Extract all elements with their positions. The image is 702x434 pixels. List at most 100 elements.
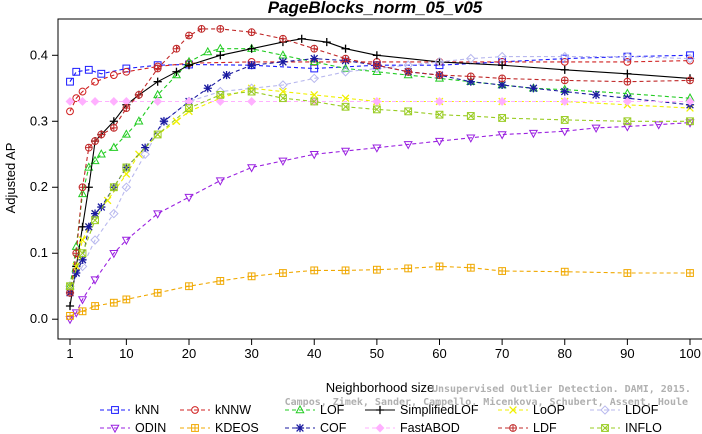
data-point [109,71,118,79]
series-line [69,28,691,293]
data-point [279,94,287,103]
x-tick-label: 30 [244,346,258,361]
data-point [372,265,381,274]
legend-label: FastABOD [400,421,460,434]
data-point [90,155,100,165]
series-line [69,38,691,307]
data-point [65,301,75,311]
data-point [134,116,144,125]
data-point [310,266,319,275]
legend-marker [509,424,517,432]
data-point [215,97,225,106]
data-point [90,97,100,106]
legend-label: COF [320,421,347,434]
data-point [279,34,287,43]
y-tick-label: 0.4 [30,47,48,62]
data-point [341,102,350,111]
data-point [66,312,74,320]
data-point [434,137,445,147]
data-point [560,87,569,96]
legend-label: KDEOS [215,421,259,434]
data-point [247,97,257,106]
data-point [84,143,93,152]
series-line [69,56,691,287]
data-point [404,264,413,273]
series-ldof [65,51,695,292]
series-line [69,60,691,112]
data-point [466,77,475,86]
data-point [372,61,381,70]
data-point [622,97,632,106]
data-point [84,65,93,74]
data-point [109,142,119,151]
x-tick-label: 90 [620,346,634,361]
legend-marker [295,423,305,433]
data-point [109,208,119,219]
series-loop [66,84,694,291]
legend-marker [509,406,517,414]
data-point [623,77,632,86]
data-point [72,67,81,76]
data-point [434,57,445,67]
data-point [172,44,181,53]
data-point [153,97,163,106]
data-point [185,31,193,40]
data-point [341,54,350,63]
data-point [216,90,225,99]
legend-label: LOF [320,403,345,417]
data-point [90,235,100,245]
data-point [78,249,87,258]
data-point [78,97,87,106]
data-point [109,123,118,132]
data-point [497,51,507,62]
data-point [122,104,131,112]
data-point [623,69,632,78]
data-point [78,87,87,96]
data-point [96,149,106,158]
data-point [529,84,538,93]
data-point [153,64,162,73]
series-line [69,54,691,82]
data-point [215,177,225,186]
data-point [497,131,507,140]
plot-area [57,18,702,340]
data-point [153,130,162,139]
data-point [297,34,306,43]
legend-label: kNNW [215,403,251,417]
data-point [140,149,150,160]
data-point [466,72,475,81]
x-tick-label: 1 [66,346,73,361]
series-fastabod [65,97,695,106]
credit-line-2: Campos, Zimek, Sander, Campello, Micenko… [285,396,688,408]
legend: kNN kNNW LOF SimplifiedLOF LoOP LDOF ODIN KDEOS… [100,403,662,434]
data-point [372,105,381,114]
legend-item-ldf: LDF [498,421,557,434]
series-cof [65,54,695,297]
legend-marker [375,405,385,415]
data-point [203,84,212,93]
series-inflo [66,87,694,291]
series-line [69,48,691,287]
data-point [222,71,231,80]
data-point [404,67,413,76]
data-point [97,69,106,78]
legend-marker [110,424,120,434]
legend-item-simplifiedlof: SimplifiedLOF [365,403,479,417]
series-ldf [66,24,694,297]
legend-marker [375,423,385,433]
data-point [498,114,507,122]
data-point [84,162,94,171]
data-point [184,193,194,203]
data-point [247,164,257,173]
legend-item-cof: COF [285,421,347,434]
data-point [560,267,569,276]
y-tick-label: 0.2 [30,179,48,194]
x-tick-label: 70 [495,346,509,361]
data-point [78,183,87,192]
data-point [309,151,319,160]
legend-item-lof: LOF [285,403,345,417]
data-point [560,76,569,85]
data-point [78,255,87,264]
legend-label: kNN [135,403,159,417]
x-tick-label: 80 [558,346,572,361]
